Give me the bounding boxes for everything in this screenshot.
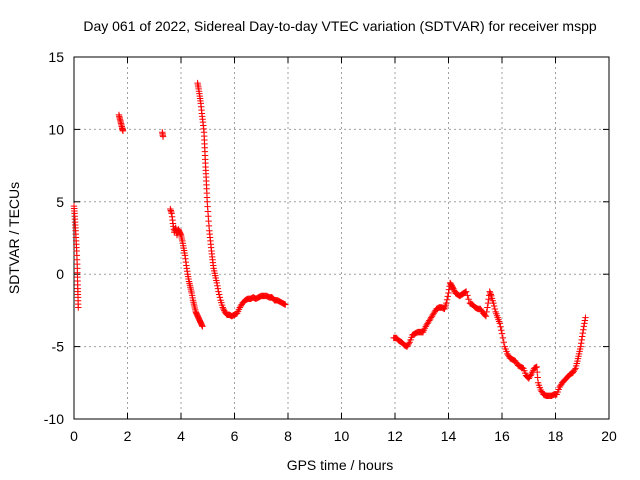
data-point <box>445 289 452 297</box>
data-point <box>485 296 492 303</box>
data-point <box>215 288 222 295</box>
data-point <box>484 304 491 311</box>
axis-layer: 0 2 4 6 8 10 12 14 16 18 20 -10 -5 0 5 10 15 <box>44 49 617 444</box>
data-point <box>580 323 588 330</box>
data-point <box>443 299 450 307</box>
y-tick-label: -10 <box>44 411 64 427</box>
data-point <box>527 372 534 379</box>
x-axis-label: GPS time / hours <box>287 457 394 473</box>
data-point <box>443 296 451 303</box>
data-point <box>498 330 506 337</box>
x-tick-label: 8 <box>284 428 292 444</box>
data-point <box>216 294 224 301</box>
data-point <box>496 320 504 327</box>
x-tick-label: 6 <box>231 428 239 444</box>
data-point <box>450 286 458 294</box>
data-point <box>580 326 587 333</box>
data-point <box>199 323 206 330</box>
data-point <box>581 317 589 324</box>
data-point <box>465 296 472 303</box>
data-point <box>578 336 585 344</box>
x-tick-label: 18 <box>548 428 564 444</box>
data-point <box>482 312 490 320</box>
data-point <box>75 304 82 311</box>
grid-layer <box>74 57 609 419</box>
x-tick-label: 2 <box>124 428 132 444</box>
data-point <box>571 366 578 373</box>
data-point <box>282 301 289 308</box>
data-point <box>486 288 493 295</box>
data-point <box>444 293 451 300</box>
data-point <box>214 285 222 292</box>
y-axis-label: SDTVAR / TECUs <box>6 182 22 294</box>
chart-title: Day 061 of 2022, Sidereal Day-to-day VTE… <box>83 18 596 34</box>
x-tick-label: 14 <box>441 428 457 444</box>
data-point <box>464 292 471 299</box>
y-tick-label: 5 <box>56 194 64 210</box>
data-point <box>490 302 498 310</box>
y-tick-label: -5 <box>52 339 65 355</box>
data-point <box>215 291 223 298</box>
y-tick-label: 15 <box>48 49 64 65</box>
data-point <box>500 339 507 346</box>
data-point <box>499 334 507 342</box>
data-point <box>484 299 492 307</box>
x-tick-label: 20 <box>601 428 617 444</box>
data-point <box>462 288 470 295</box>
data-point <box>581 320 588 327</box>
data-point <box>582 314 589 321</box>
data-point <box>119 127 127 135</box>
data-point <box>483 308 490 316</box>
x-tick-label: 4 <box>177 428 185 444</box>
y-tick-label: 10 <box>48 121 64 137</box>
data-point <box>497 323 504 331</box>
data-point <box>491 305 499 313</box>
x-tick-label: 10 <box>334 428 350 444</box>
x-tick-label: 12 <box>387 428 403 444</box>
data-point <box>214 282 221 289</box>
data-point <box>498 326 505 334</box>
data-point <box>487 289 494 297</box>
data-point <box>481 312 489 319</box>
data-point <box>220 305 227 313</box>
x-tick-label: 0 <box>70 428 78 444</box>
data-points <box>70 79 589 400</box>
data-point <box>577 343 584 350</box>
data-point <box>577 340 585 347</box>
data-point <box>487 291 494 298</box>
y-tick-label: 0 <box>56 266 64 282</box>
data-point <box>159 133 167 140</box>
data-point <box>213 279 221 287</box>
data-point <box>490 299 497 307</box>
data-point <box>450 285 457 292</box>
data-point <box>219 304 226 311</box>
x-tick-label: 16 <box>494 428 510 444</box>
data-point <box>405 340 413 347</box>
data-point <box>579 333 586 340</box>
data-point <box>579 329 586 337</box>
